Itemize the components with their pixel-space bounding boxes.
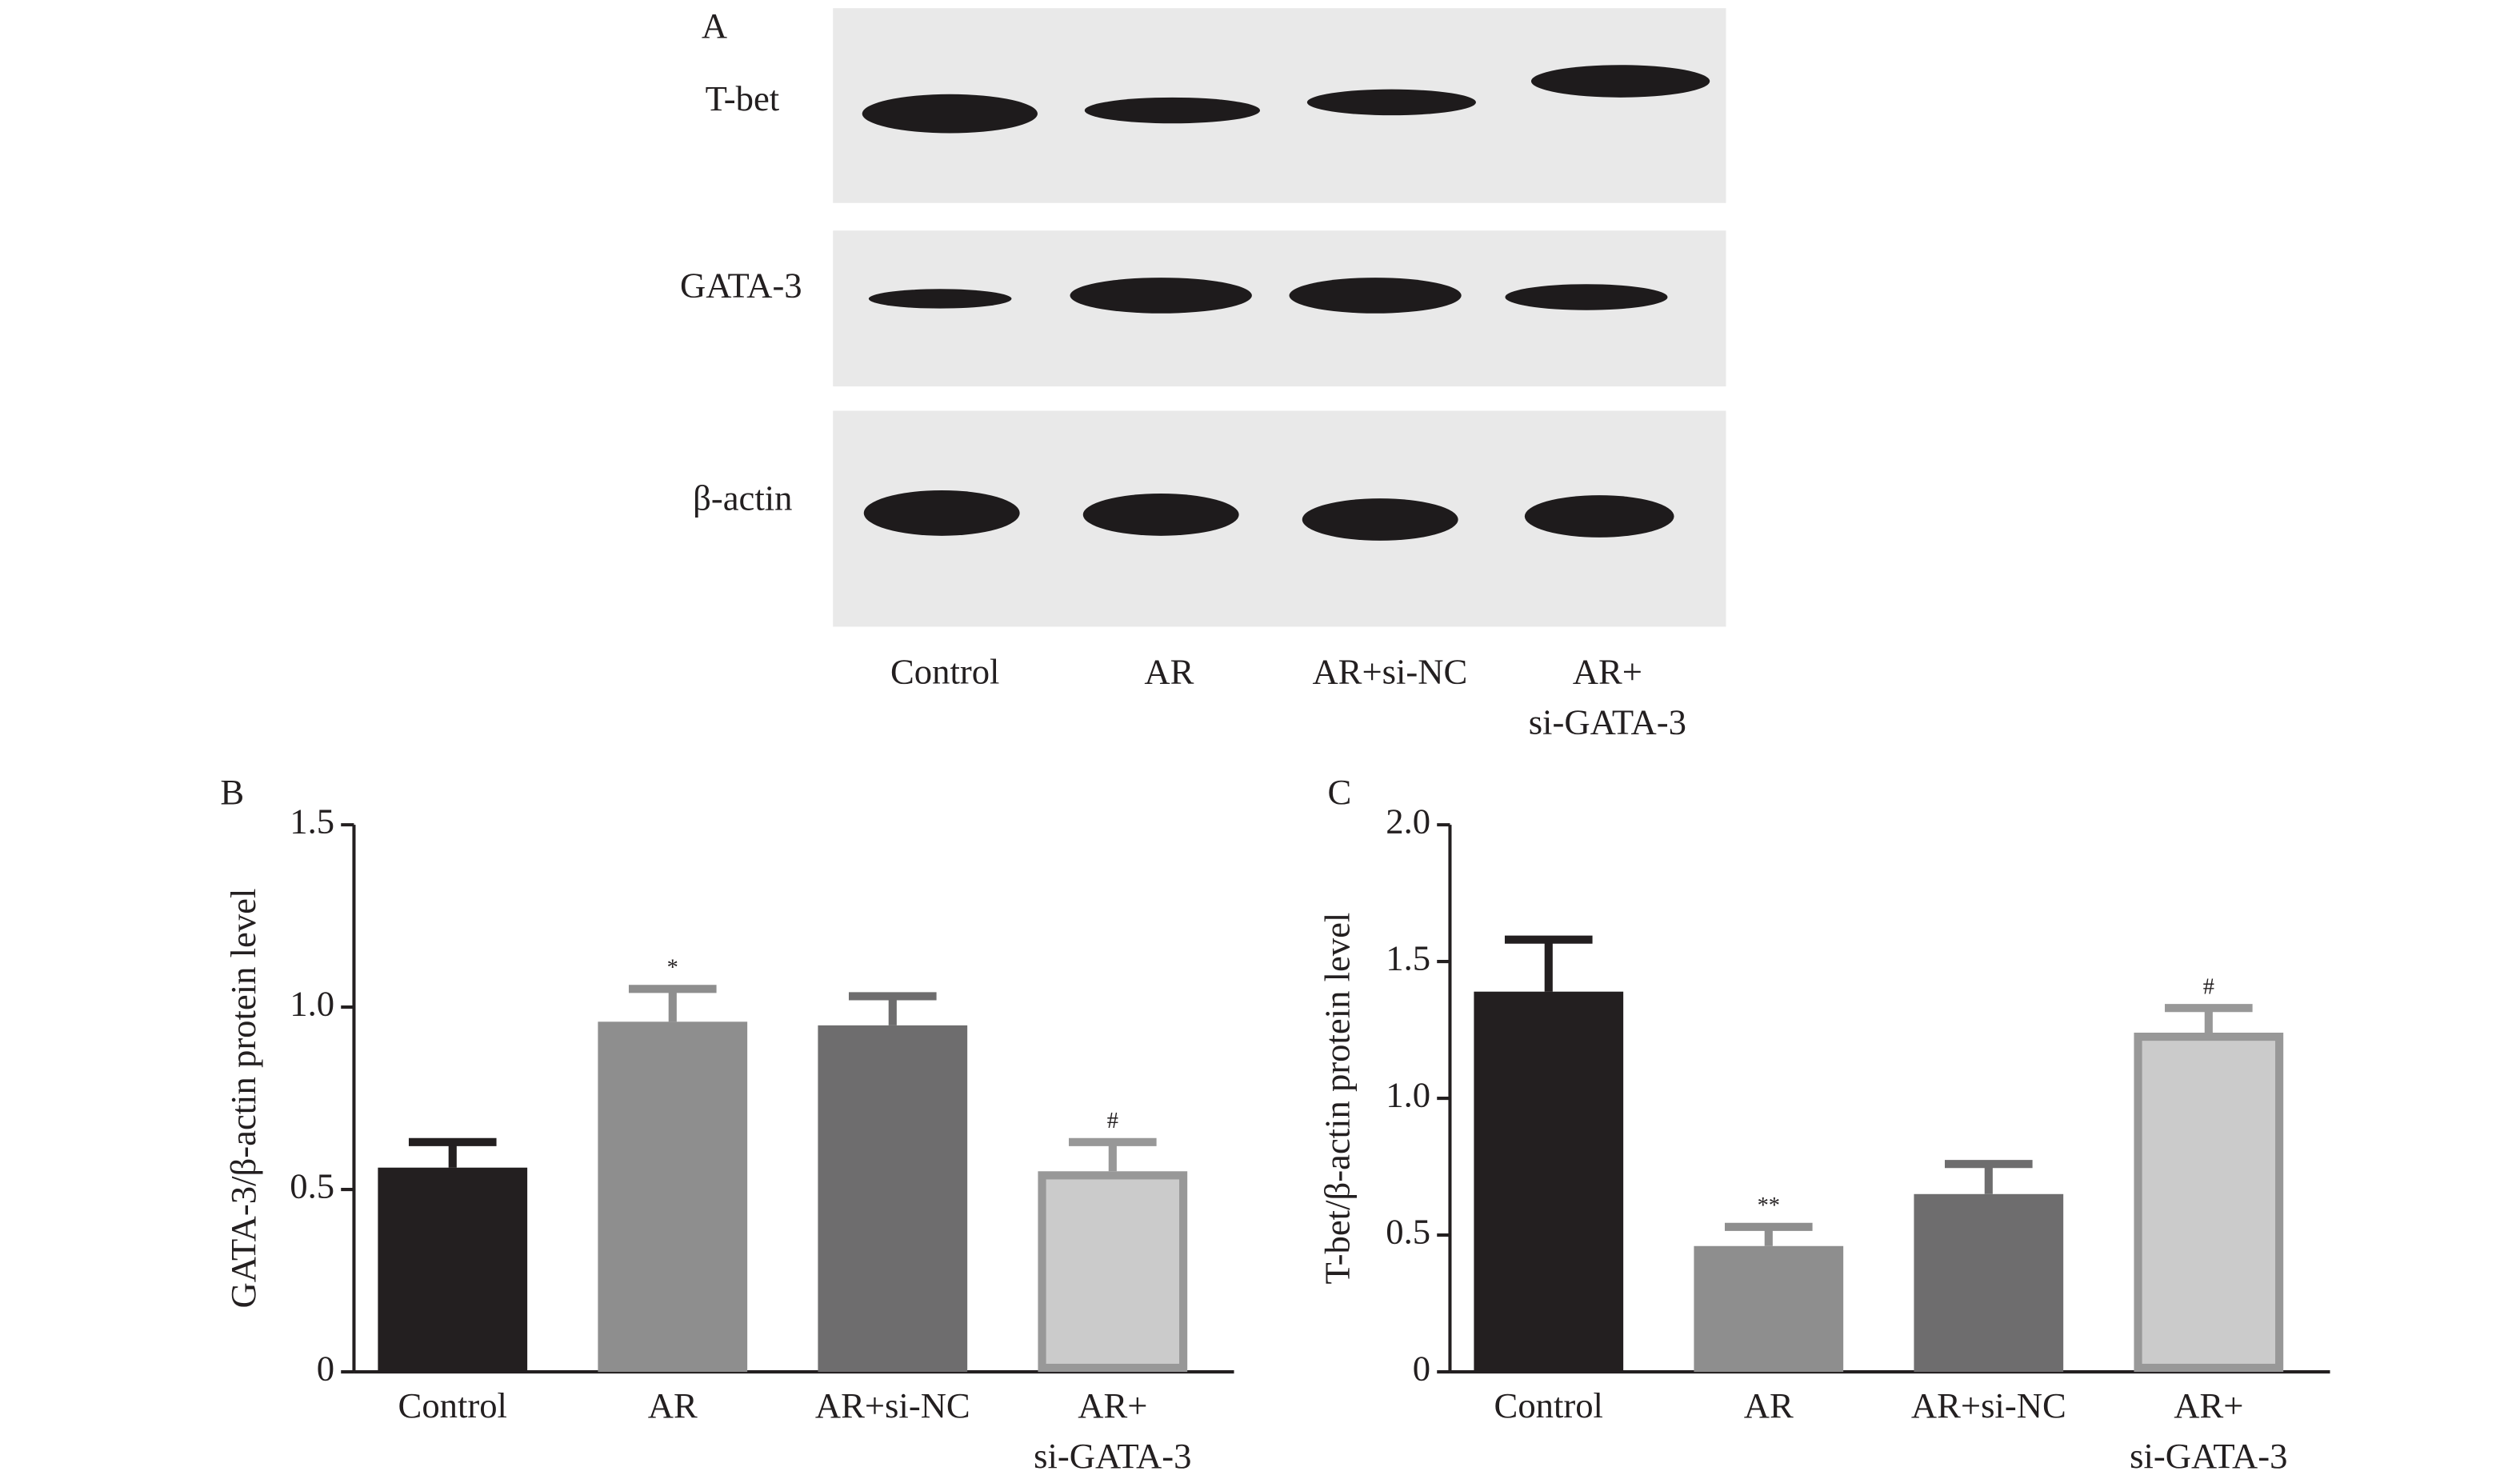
bar bbox=[1038, 1171, 1188, 1373]
band bbox=[862, 94, 1038, 134]
significance-mark: * bbox=[667, 955, 678, 980]
x-tick-label: si-GATA-3 bbox=[2130, 1436, 2287, 1475]
lane-label: si-GATA-3 bbox=[1529, 702, 1686, 742]
lane-label: AR+ bbox=[1573, 652, 1642, 692]
panel-label: A bbox=[702, 6, 727, 46]
bar bbox=[378, 1167, 528, 1373]
lane-label: AR bbox=[1144, 652, 1194, 692]
bar bbox=[2134, 1033, 2284, 1373]
band bbox=[1306, 89, 1476, 116]
significance-mark: ** bbox=[1758, 1193, 1780, 1218]
lane-label: Control bbox=[890, 652, 999, 692]
blot bbox=[833, 8, 1726, 627]
y-tick-label: 1.0 bbox=[1386, 1074, 1430, 1114]
band bbox=[1505, 284, 1668, 310]
y-tick-label: 1.5 bbox=[290, 801, 334, 841]
band bbox=[1082, 494, 1239, 536]
band bbox=[1524, 495, 1674, 538]
band bbox=[868, 289, 1012, 309]
band bbox=[863, 490, 1020, 536]
y-tick-label: 0 bbox=[1413, 1348, 1430, 1388]
row-label: GATA-3 bbox=[680, 266, 802, 306]
x-tick-label: AR+ bbox=[1078, 1385, 1147, 1425]
panel-label: C bbox=[1328, 772, 1352, 812]
x-tick-label: AR bbox=[648, 1385, 698, 1425]
band bbox=[1084, 97, 1260, 124]
lane-label: AR+si-NC bbox=[1312, 652, 1467, 692]
y-tick-label: 0 bbox=[317, 1348, 334, 1388]
significance-mark: # bbox=[1107, 1109, 1118, 1133]
x-tick-label: si-GATA-3 bbox=[1034, 1436, 1191, 1475]
bar bbox=[818, 1025, 968, 1373]
y-tick-label: 0.5 bbox=[1386, 1211, 1430, 1251]
band bbox=[1302, 498, 1458, 541]
band bbox=[1530, 65, 1710, 98]
x-tick-label: AR bbox=[1744, 1385, 1794, 1425]
panel-label: B bbox=[220, 772, 244, 812]
row-label: β-actin bbox=[693, 478, 792, 518]
y-axis-label: GATA-3/β-actin protein level bbox=[223, 889, 263, 1309]
x-tick-label: AR+ bbox=[2174, 1385, 2243, 1425]
significance-mark: # bbox=[2203, 974, 2214, 999]
bar bbox=[1474, 991, 1624, 1373]
x-tick-label: AR+si-NC bbox=[815, 1385, 970, 1425]
x-tick-label: AR+si-NC bbox=[1911, 1385, 2066, 1425]
y-tick-label: 0.5 bbox=[290, 1165, 334, 1205]
x-tick-label: Control bbox=[1494, 1385, 1603, 1425]
band bbox=[1289, 278, 1462, 314]
band bbox=[1070, 278, 1252, 314]
y-tick-label: 2.0 bbox=[1386, 801, 1430, 841]
bar bbox=[1694, 1245, 1844, 1373]
bar bbox=[598, 1021, 748, 1373]
x-tick-label: Control bbox=[398, 1385, 507, 1425]
y-axis-label: T-bet/β-actin protein level bbox=[1318, 913, 1358, 1285]
y-tick-label: 1.5 bbox=[1386, 937, 1430, 977]
y-tick-label: 1.0 bbox=[290, 983, 334, 1023]
bar bbox=[1914, 1193, 2064, 1373]
row-label: T-bet bbox=[706, 78, 780, 118]
